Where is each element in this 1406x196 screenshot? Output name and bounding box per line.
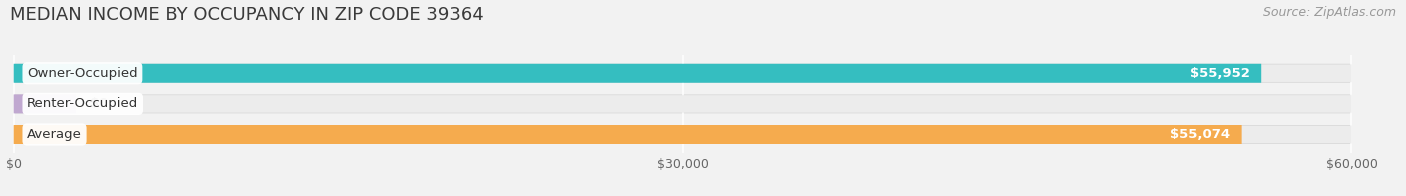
Text: Renter-Occupied: Renter-Occupied — [27, 97, 138, 110]
Text: MEDIAN INCOME BY OCCUPANCY IN ZIP CODE 39364: MEDIAN INCOME BY OCCUPANCY IN ZIP CODE 3… — [10, 6, 484, 24]
FancyBboxPatch shape — [14, 95, 1351, 113]
FancyBboxPatch shape — [14, 125, 1241, 144]
FancyBboxPatch shape — [14, 126, 1351, 143]
Text: Average: Average — [27, 128, 82, 141]
FancyBboxPatch shape — [14, 64, 1351, 83]
FancyBboxPatch shape — [14, 125, 1351, 144]
Text: Owner-Occupied: Owner-Occupied — [27, 67, 138, 80]
Text: $55,952: $55,952 — [1191, 67, 1250, 80]
FancyBboxPatch shape — [14, 94, 76, 113]
FancyBboxPatch shape — [14, 94, 1351, 113]
Text: $55,074: $55,074 — [1170, 128, 1230, 141]
FancyBboxPatch shape — [14, 64, 1261, 83]
Text: Source: ZipAtlas.com: Source: ZipAtlas.com — [1263, 6, 1396, 19]
Text: $0: $0 — [90, 97, 108, 110]
FancyBboxPatch shape — [14, 64, 1351, 82]
